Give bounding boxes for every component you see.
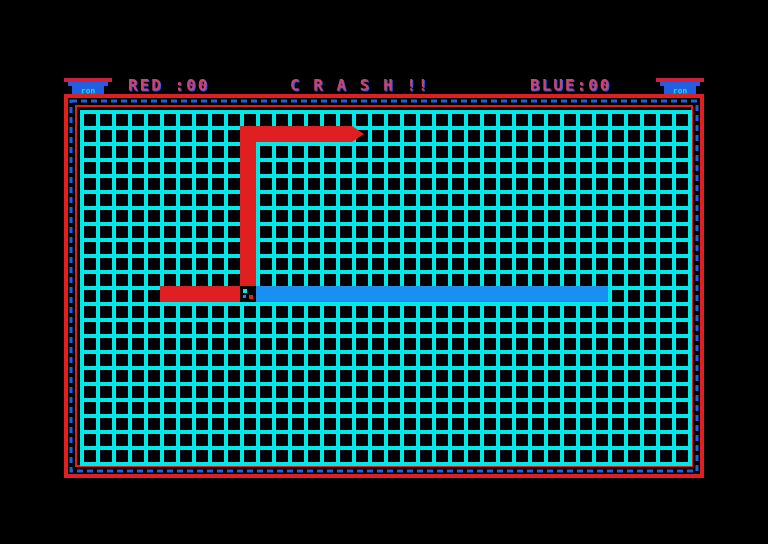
red-score-shadow: RED :00	[129, 77, 210, 96]
message-shadow: C R A S H !!	[291, 77, 431, 96]
blue-trail	[256, 286, 608, 302]
crash-spark	[243, 295, 246, 298]
red-trail	[160, 286, 256, 302]
blue-score-shadow: BLUE:00	[531, 77, 612, 96]
red-trail	[240, 126, 352, 142]
crash-point	[240, 286, 256, 302]
left-icon: ron	[64, 78, 112, 96]
crash-spark	[249, 295, 253, 299]
crash-spark	[243, 289, 247, 293]
right-icon: ron	[656, 78, 704, 96]
icon-label: ron	[81, 87, 96, 96]
red-trail	[240, 126, 256, 302]
icon-label: ron	[673, 87, 688, 96]
outer-frame	[64, 94, 704, 478]
message: C R A S H !!	[290, 76, 430, 95]
red-score: RED :00	[128, 76, 209, 95]
dashed-frame	[69, 99, 699, 473]
blue-score: BLUE:00	[530, 76, 611, 95]
red-cycle	[352, 126, 364, 142]
